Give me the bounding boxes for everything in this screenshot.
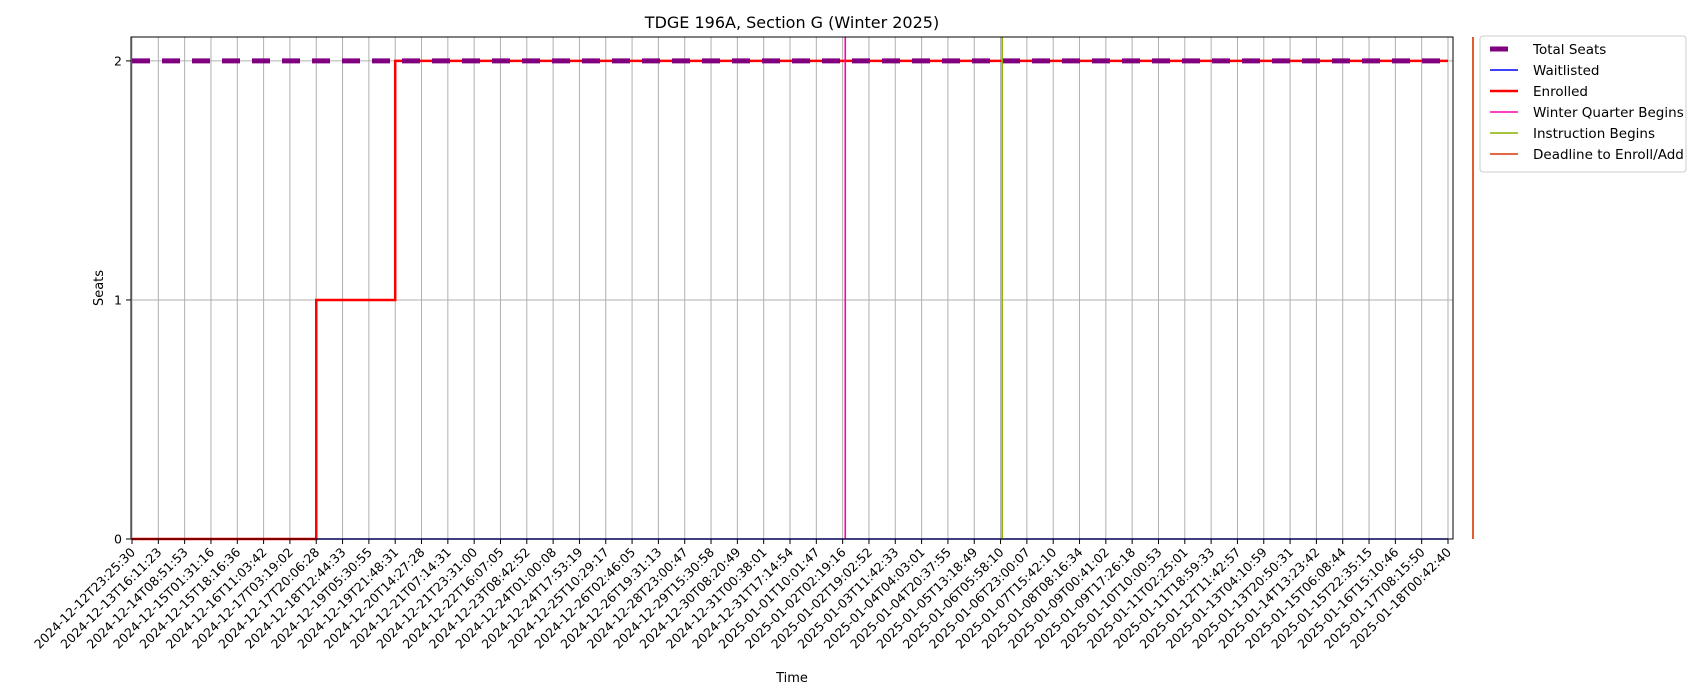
legend-label: Waitlisted <box>1533 63 1600 79</box>
y-tick-label: 2 <box>114 53 122 68</box>
grid-lines <box>131 37 1453 540</box>
event-lines <box>844 37 1474 539</box>
legend-label: Instruction Begins <box>1533 126 1655 142</box>
legend-label: Total Seats <box>1532 42 1606 58</box>
legend: Total Seats Waitlisted Enrolled Winter Quar… <box>1479 35 1687 173</box>
y-axis-ticks: 0 1 2 <box>114 53 131 547</box>
legend-box <box>1479 35 1687 173</box>
chart-title: TDGE 196A, Section G (Winter 2025) <box>644 13 939 32</box>
y-tick-label: 1 <box>114 292 122 307</box>
legend-label: Enrolled <box>1533 84 1588 100</box>
y-tick-label: 0 <box>114 532 122 547</box>
x-axis-label: Time <box>775 671 808 686</box>
y-axis-label: Seats <box>92 270 107 306</box>
legend-label: Winter Quarter Begins <box>1533 105 1684 121</box>
plot-frame <box>130 36 1454 540</box>
x-axis-ticks: 2024-12-12T23:25:302024-12-13T16:11:2320… <box>31 539 1454 652</box>
legend-label: Deadline to Enroll/Add <box>1533 147 1684 163</box>
